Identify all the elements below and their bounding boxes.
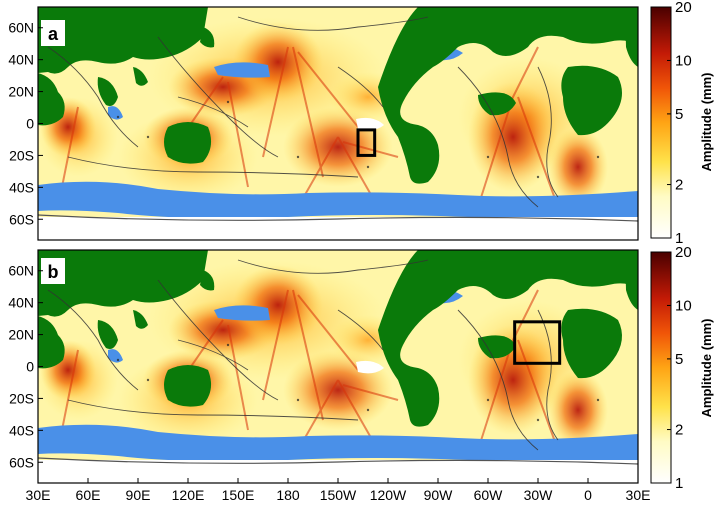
x-tick-label: 150W	[320, 487, 357, 503]
panel-b: b 60N 40N 20N 0 20S 40S 60S 30E 60E 90E 120E 150E 1…	[8, 244, 714, 503]
panel-a-highlight-box	[356, 128, 377, 157]
panel-a-colorbar: 1 2 5 10 20 Amplitude (mm)	[650, 0, 714, 247]
colorbar-tick-label: 10	[675, 297, 692, 314]
panel-b-colorbar: 1 2 5 10 20 Amplitude (mm)	[650, 244, 714, 492]
y-tick-label: 60S	[9, 211, 34, 227]
y-tick-label: 60N	[8, 20, 34, 36]
x-tick-label: 60W	[474, 487, 504, 503]
y-tick-label: 20N	[8, 327, 34, 343]
panel-b-highlight-box	[513, 320, 562, 365]
y-tick-label: 40N	[8, 295, 34, 311]
y-tick-label: 60S	[9, 454, 34, 470]
y-tick-label: 20S	[9, 390, 34, 406]
x-tick-label: 0	[584, 487, 592, 503]
panel-a-y-ticks: 60N 40N 20N 0 20S 40S 60S	[8, 20, 43, 227]
x-tick-label: 30W	[524, 487, 554, 503]
y-tick-label: 60N	[8, 263, 34, 279]
panel-b-colorbar-bar	[650, 251, 672, 484]
colorbar-tick-label: 5	[675, 351, 683, 368]
panel-a-colorbar-ticks: 1 2 5 10 20	[667, 0, 692, 247]
x-tick-label: 90E	[126, 487, 151, 503]
panel-a: a 60N 40N 20N 0 20S 40S 60S 1 2 5 10 20 Amplitude …	[8, 0, 714, 247]
x-tick-label: 180	[276, 487, 300, 503]
colorbar-tick-label: 1	[675, 230, 683, 247]
panel-a-map-art	[37, 6, 639, 241]
colorbar-tick-label: 1	[675, 475, 683, 492]
x-tick-label: 120E	[172, 487, 205, 503]
x-tick-label: 120W	[370, 487, 407, 503]
panel-b-y-ticks: 60N 40N 20N 0 20S 40S 60S	[8, 263, 43, 470]
y-tick-label: 0	[26, 359, 34, 375]
panel-b-colorbar-ticks: 1 2 5 10 20	[667, 244, 692, 492]
colorbar-tick-label: 10	[675, 52, 692, 69]
y-tick-label: 40N	[8, 52, 34, 68]
panel-a-colorbar-title: Amplitude (mm)	[699, 73, 714, 172]
panel-b-map-art	[37, 249, 639, 484]
x-tick-label: 90W	[424, 487, 454, 503]
panel-a-label: a	[48, 24, 59, 44]
panel-a-colorbar-bar	[650, 6, 672, 239]
x-axis-ticks: 30E 60E 90E 120E 150E 180 150W 120W 90W 60W 30W 0 30…	[26, 478, 651, 503]
y-tick-label: 40S	[9, 422, 34, 438]
y-tick-label: 40S	[9, 179, 34, 195]
x-tick-label: 60E	[76, 487, 101, 503]
x-tick-label: 30E	[26, 487, 51, 503]
colorbar-tick-label: 20	[675, 244, 692, 261]
panel-b-label-box	[41, 258, 65, 284]
y-tick-label: 20N	[8, 84, 34, 100]
panel-b-colorbar-title: Amplitude (mm)	[699, 319, 714, 418]
x-tick-label: 150E	[222, 487, 255, 503]
y-tick-label: 0	[26, 116, 34, 132]
panel-a-label-box	[41, 20, 65, 46]
colorbar-tick-label: 2	[675, 177, 683, 194]
panel-b-label: b	[48, 262, 59, 282]
colorbar-tick-label: 2	[675, 422, 683, 439]
y-tick-label: 20S	[9, 147, 34, 163]
colorbar-tick-label: 20	[675, 0, 692, 16]
x-tick-label: 30E	[626, 487, 651, 503]
colorbar-tick-label: 5	[675, 106, 683, 123]
